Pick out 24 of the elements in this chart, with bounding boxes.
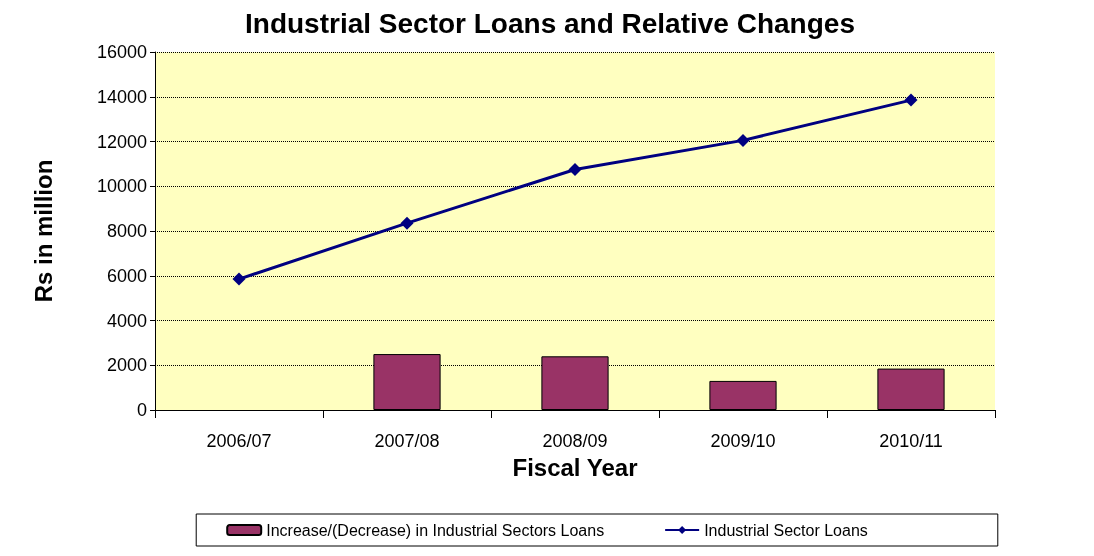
y-tick-label: 2000 xyxy=(106,355,147,376)
x-tick-label: 2009/10 xyxy=(710,431,776,451)
x-tick-label: 2006/07 xyxy=(206,431,272,451)
x-tick-label: 2008/09 xyxy=(542,431,608,451)
y-tick-label: 4000 xyxy=(106,310,147,331)
point xyxy=(568,162,582,176)
x-axis-title: Fiscal Year xyxy=(512,453,638,481)
y-tick-label: 0 xyxy=(136,400,147,420)
point xyxy=(232,272,246,286)
legend-label: Increase/(Decrease) in Industrial Sectors Loans xyxy=(266,521,605,539)
point xyxy=(736,133,750,147)
y-tick-label: 8000 xyxy=(106,221,147,241)
x-tick-label: 2010/11 xyxy=(879,431,943,451)
x-tick-label: 2007/08 xyxy=(374,431,440,451)
y-axis-title: Rs in million xyxy=(29,159,57,303)
y-tick-label: 16000 xyxy=(96,42,147,62)
legend-label: Industrial Sector Loans xyxy=(704,521,868,539)
chart-title: Industrial Sector Loans and Relative Changes xyxy=(245,7,855,39)
point xyxy=(400,216,414,230)
y-tick-label: 12000 xyxy=(96,131,147,152)
y-tick-label: 14000 xyxy=(96,86,147,107)
y-tick-label: 10000 xyxy=(96,176,147,197)
y-tick-label: 6000 xyxy=(106,265,147,286)
point xyxy=(904,93,918,107)
